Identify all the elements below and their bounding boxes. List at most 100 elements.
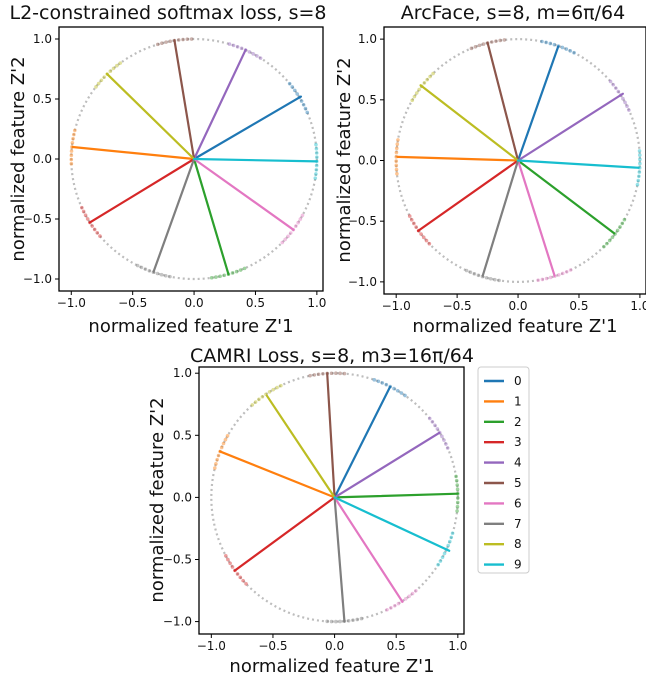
feature-point xyxy=(305,110,310,115)
feature-point xyxy=(225,434,230,438)
feature-point xyxy=(552,42,557,47)
x-tick-label: −0.5 xyxy=(443,299,472,313)
feature-point xyxy=(610,235,615,240)
legend: 0 1 2 3 4 5 6 7 8 9 xyxy=(477,366,530,574)
feature-point xyxy=(464,268,469,273)
feature-point xyxy=(218,274,222,279)
feature-point xyxy=(417,87,421,92)
feature-point xyxy=(544,40,548,45)
feature-point xyxy=(73,128,77,133)
feature-point xyxy=(338,371,342,376)
feature-point xyxy=(635,182,640,187)
x-tick-label: 0.0 xyxy=(508,299,527,313)
series-line-9 xyxy=(333,496,451,552)
x-tick-label: 1.0 xyxy=(630,299,646,313)
feature-point xyxy=(71,136,75,141)
feature-point xyxy=(102,75,107,79)
series-line-3 xyxy=(88,157,196,224)
feature-point xyxy=(168,274,172,279)
y-tick-label: −0.5 xyxy=(23,212,52,226)
y-tick-label: 1.0 xyxy=(173,366,192,380)
feature-point xyxy=(403,393,407,398)
feature-point xyxy=(247,50,252,54)
feature-point xyxy=(160,41,164,45)
legend-items: 0 1 2 3 4 5 6 7 8 9 xyxy=(484,374,522,572)
unit-circle xyxy=(70,37,318,281)
feature-point xyxy=(636,178,641,183)
feature-point xyxy=(299,99,304,103)
feature-point xyxy=(214,462,218,466)
feature-point xyxy=(230,271,235,275)
x-tick-label: 0.5 xyxy=(387,639,406,653)
feature-point xyxy=(428,74,432,79)
feature-point xyxy=(314,151,319,155)
feature-point xyxy=(407,594,411,599)
plot-frame xyxy=(198,366,465,635)
x-tick-label: −1.0 xyxy=(57,296,86,310)
series-line-8 xyxy=(419,84,520,162)
feature-point xyxy=(139,265,144,270)
feature-point xyxy=(384,382,389,387)
feature-point xyxy=(394,159,398,163)
series-line-0 xyxy=(516,45,560,162)
feature-point xyxy=(481,42,486,46)
feature-point xyxy=(637,174,641,179)
feature-point xyxy=(392,603,397,608)
feature-point xyxy=(410,591,415,596)
feature-point xyxy=(394,150,399,155)
feature-point xyxy=(242,266,247,271)
feature-point xyxy=(455,509,459,513)
series-line-3 xyxy=(233,496,336,572)
feature-point xyxy=(209,275,214,280)
feature-point xyxy=(407,214,412,218)
feature-point xyxy=(185,37,190,41)
feature-point xyxy=(235,44,240,49)
feature-point xyxy=(223,437,228,442)
y-tick-label: −1.0 xyxy=(23,272,52,286)
x-tick-label: 1.0 xyxy=(307,296,326,310)
feature-point xyxy=(238,268,243,272)
x-axis-label: normalized feature Z'1 xyxy=(412,316,617,337)
feature-point xyxy=(290,85,295,89)
series-line-5 xyxy=(173,39,196,161)
feature-point xyxy=(295,92,299,96)
feature-point xyxy=(627,108,631,112)
feature-point xyxy=(409,218,414,222)
feature-point xyxy=(414,588,418,593)
feature-point xyxy=(283,237,287,242)
feature-point xyxy=(502,38,507,42)
feature-point xyxy=(469,46,474,51)
tick-group: −1.0 −1.0 −0.5 −0.5 0.0 0.0 0.5 0.5 1.0 1.0 xyxy=(163,366,468,653)
feature-point xyxy=(219,445,224,450)
feature-point xyxy=(230,565,235,569)
series-line-4 xyxy=(192,48,247,161)
x-tick-label: 0.5 xyxy=(569,299,588,313)
feature-point xyxy=(392,386,396,391)
feature-point xyxy=(334,371,338,376)
feature-point xyxy=(111,66,116,71)
feature-point xyxy=(431,71,435,76)
feature-point xyxy=(314,147,319,151)
series-line-8 xyxy=(265,394,336,499)
feature-point xyxy=(329,619,334,624)
feature-point xyxy=(168,39,173,44)
feature-point xyxy=(454,474,458,479)
y-tick-label: 0.0 xyxy=(173,490,192,504)
legend-label-3: 3 xyxy=(514,435,522,449)
feature-point xyxy=(433,423,437,428)
feature-point xyxy=(395,142,400,146)
feature-point xyxy=(228,561,232,566)
feature-point xyxy=(314,142,318,147)
feature-point xyxy=(280,240,285,245)
x-tick-label: −0.5 xyxy=(118,296,147,310)
y-tick-label: 1.0 xyxy=(33,32,52,46)
feature-point xyxy=(440,555,445,560)
feature-point xyxy=(638,161,642,166)
feature-point xyxy=(359,616,364,621)
feature-point xyxy=(472,272,477,276)
feature-point xyxy=(608,79,613,84)
feature-point xyxy=(396,601,401,606)
feature-point xyxy=(395,388,400,393)
feature-point xyxy=(69,149,74,153)
